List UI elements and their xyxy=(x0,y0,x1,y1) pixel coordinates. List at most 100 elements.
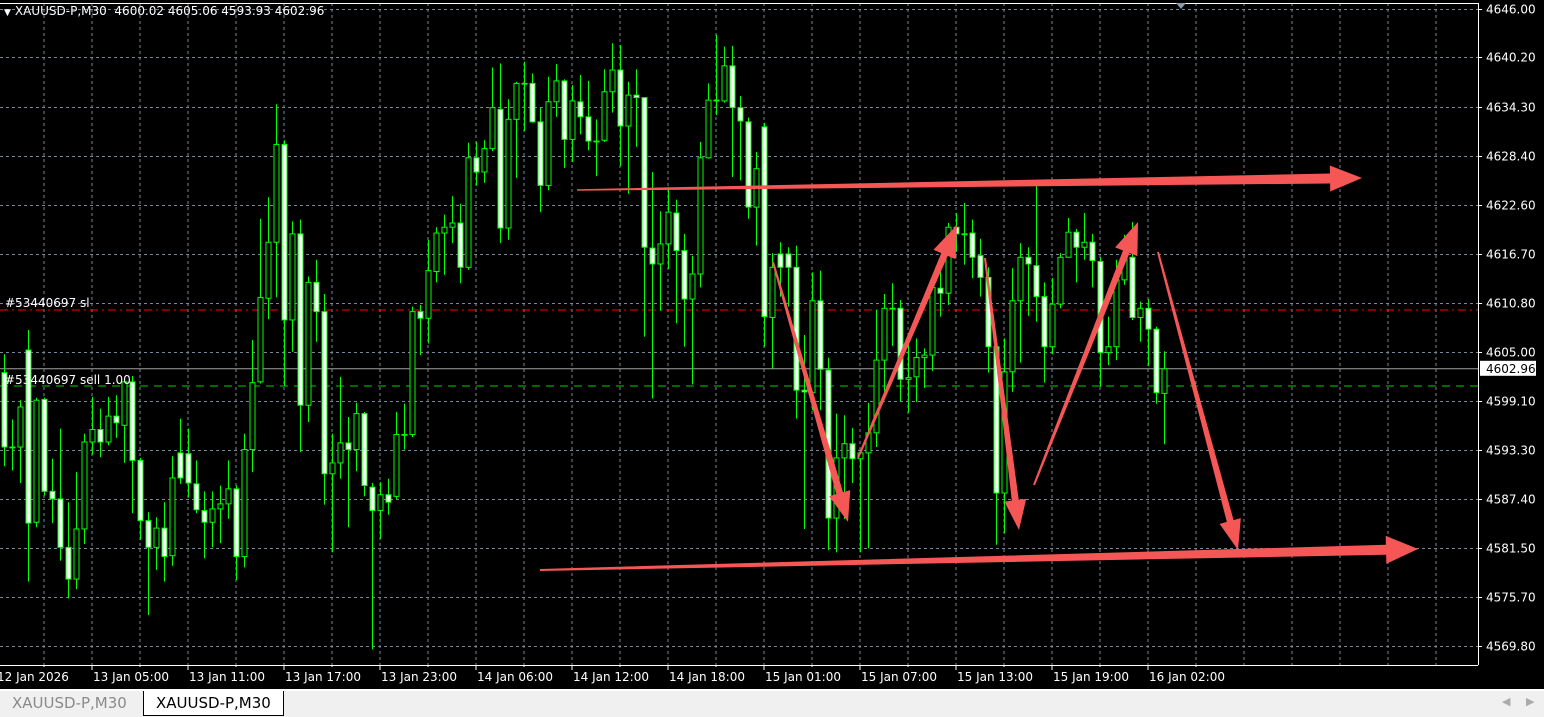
candle-body xyxy=(881,307,888,361)
candle-body xyxy=(1137,307,1144,318)
candle-body xyxy=(785,253,792,268)
candle xyxy=(121,381,128,463)
candle-body xyxy=(153,527,160,548)
candle-body xyxy=(777,253,784,268)
price-tick-label: 4640.20 xyxy=(1486,51,1536,65)
candle xyxy=(1033,185,1040,322)
chart-shift-marker-icon[interactable] xyxy=(1176,3,1186,9)
candle xyxy=(465,142,472,270)
candle xyxy=(729,45,736,178)
candle xyxy=(537,107,544,213)
arrow-annotation[interactable] xyxy=(576,165,1362,192)
candle-body xyxy=(457,222,464,268)
candle xyxy=(977,238,984,297)
tab-chart-1[interactable]: XAUUSD-P,M30 xyxy=(12,694,127,712)
candle xyxy=(713,34,720,116)
candle xyxy=(657,211,664,311)
candle xyxy=(417,304,424,356)
candle xyxy=(1153,326,1160,404)
candle xyxy=(425,239,432,344)
scroll-left-icon[interactable]: ◀ xyxy=(1502,695,1511,708)
candle xyxy=(457,203,464,284)
candle-body xyxy=(849,443,856,460)
candle-body xyxy=(1145,307,1152,330)
candle xyxy=(505,99,512,240)
time-tick-label: 13 Jan 05:00 xyxy=(93,670,169,684)
scroll-right-icon[interactable]: ▶ xyxy=(1526,695,1535,708)
candle-body xyxy=(1073,231,1080,248)
arrow-annotation[interactable] xyxy=(772,261,851,522)
candle-body xyxy=(313,281,320,313)
candle-body xyxy=(641,97,648,248)
candle xyxy=(705,83,712,159)
arrow-annotation[interactable] xyxy=(984,257,1027,530)
candle xyxy=(1017,243,1024,363)
candle-body xyxy=(281,143,288,321)
candle xyxy=(401,403,408,450)
candle xyxy=(1161,351,1168,445)
candle xyxy=(81,433,88,545)
candle xyxy=(969,219,976,279)
candle-body xyxy=(665,211,672,245)
candle xyxy=(497,63,504,244)
annotation-arrows[interactable] xyxy=(539,165,1418,571)
candle-body xyxy=(401,434,408,436)
candle xyxy=(577,75,584,135)
candle xyxy=(105,396,112,446)
candle xyxy=(905,338,912,413)
candle-body xyxy=(9,446,16,449)
candle xyxy=(489,67,496,152)
candle-body xyxy=(657,243,664,265)
candle xyxy=(265,197,272,320)
candle-body xyxy=(937,287,944,294)
candle-body xyxy=(649,247,656,265)
time-tick-label: 12 Jan 2026 xyxy=(0,670,69,684)
candle xyxy=(521,61,528,132)
time-tick-label: 13 Jan 17:00 xyxy=(285,670,361,684)
candle xyxy=(593,119,600,177)
time-tick-label: 13 Jan 23:00 xyxy=(381,670,457,684)
candle-body xyxy=(177,452,184,479)
candle-body xyxy=(545,101,552,186)
arrow-annotation[interactable] xyxy=(539,535,1418,571)
price-chart[interactable]: 4646.00 4640.20 4634.30 4628.40 4622.60 4616.… xyxy=(0,0,1544,690)
candle-body xyxy=(57,498,64,548)
candle-body xyxy=(489,107,496,150)
candle xyxy=(1065,217,1072,258)
price-tick-label: 4575.70 xyxy=(1486,591,1536,605)
candle xyxy=(1137,301,1144,342)
candle-body xyxy=(361,413,368,486)
candle-body xyxy=(393,434,400,497)
candle xyxy=(217,485,224,544)
candle-body xyxy=(897,307,904,380)
candle xyxy=(473,141,480,186)
candle-body xyxy=(417,311,424,319)
tab-chart-2[interactable]: XAUUSD-P,M30 xyxy=(143,691,284,716)
arrow-annotation[interactable] xyxy=(1157,251,1241,550)
candle xyxy=(1073,228,1080,283)
candle-body xyxy=(945,226,952,294)
candle xyxy=(129,375,136,514)
candle-body xyxy=(89,428,96,443)
candle-body xyxy=(1009,300,1016,373)
candle-body xyxy=(249,382,256,451)
arrow-annotation[interactable] xyxy=(1033,222,1138,486)
candle xyxy=(297,219,304,453)
candle-body xyxy=(673,212,680,252)
candle-body xyxy=(33,399,40,523)
candle xyxy=(65,502,72,599)
candle-body xyxy=(441,226,448,234)
candle xyxy=(553,64,560,117)
candle xyxy=(161,502,168,582)
candle xyxy=(625,81,632,194)
candle xyxy=(897,299,904,402)
candle-body xyxy=(609,69,616,93)
arrow-annotation[interactable] xyxy=(857,225,957,459)
candle xyxy=(89,396,96,455)
candle-body xyxy=(1033,265,1040,298)
current-price-badge xyxy=(1480,360,1536,376)
candle-body xyxy=(329,462,336,475)
candle xyxy=(889,283,896,346)
dropdown-triangle-icon[interactable]: ▼ xyxy=(4,8,11,18)
candle xyxy=(865,402,872,549)
